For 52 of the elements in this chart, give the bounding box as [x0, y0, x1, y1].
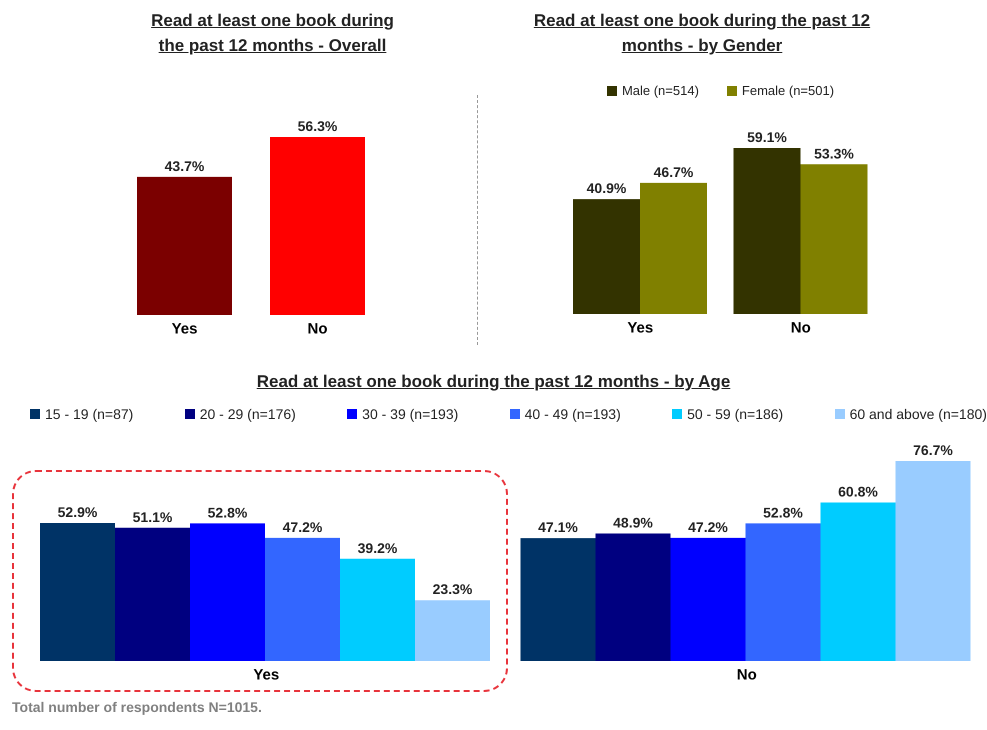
legend-label: Female (n=501): [742, 83, 834, 98]
chart-title: Read at least one book during the past 12 months - Overall: [150, 10, 395, 57]
data-label: 39.2%: [358, 540, 398, 556]
bar: [596, 533, 670, 661]
data-label: 43.7%: [164, 158, 205, 174]
data-label: 48.9%: [613, 514, 654, 530]
data-label: 47.2%: [282, 518, 323, 535]
bar: [415, 600, 490, 661]
legend-label: 60 and above (n=180): [850, 406, 987, 422]
legend-label: Male (n=514): [622, 83, 699, 98]
bar: [734, 148, 800, 314]
data-label: 52.8%: [763, 504, 804, 520]
legend-label: 20 - 29 (n=176): [200, 406, 296, 422]
bar: [115, 528, 190, 661]
x-tick-label: Yes: [627, 320, 654, 337]
x-tick-label: Yes: [253, 666, 280, 684]
data-label: 53.3%: [814, 145, 854, 162]
bar: [896, 461, 970, 661]
bar: [40, 523, 115, 661]
x-tick-label: No: [308, 320, 328, 338]
x-tick-label: No: [790, 320, 811, 337]
data-label: 46.7%: [654, 164, 694, 180]
bar: [190, 523, 265, 661]
data-label: 40.9%: [586, 180, 627, 196]
chart-title: Read at least one book during the past 12 months - by Age: [256, 371, 732, 393]
legend-label: 50 - 59 (n=186): [687, 406, 784, 422]
x-tick-label: No: [736, 666, 757, 684]
data-label: 51.1%: [132, 508, 173, 525]
bar: [640, 182, 707, 314]
data-label: 47.2%: [688, 518, 728, 535]
bar: [800, 164, 868, 314]
bar: [573, 199, 640, 314]
data-label: 56.3%: [298, 118, 338, 134]
data-label: 60.8%: [838, 483, 878, 500]
x-tick-label: Yes: [172, 320, 198, 338]
data-label: 47.1%: [538, 519, 578, 536]
data-label: 52.8%: [208, 504, 248, 520]
data-label: 23.3%: [432, 581, 473, 598]
data-label: 76.7%: [913, 442, 954, 458]
chart-title: Read at least one book during the past 12 months - by Gender: [532, 10, 872, 57]
text: Total number of respondents N=1015.: [12, 699, 262, 715]
bar: [746, 523, 820, 661]
data-label: 59.1%: [747, 129, 788, 145]
legend-label: 15 - 19 (n=87): [45, 406, 134, 422]
bar: [670, 538, 746, 661]
bar: [340, 558, 415, 661]
bar: [820, 502, 896, 661]
data-label: 52.9%: [58, 504, 98, 520]
legend-label: 30 - 39 (n=193): [362, 406, 458, 422]
legend-label: 40 - 49 (n=193): [524, 406, 621, 422]
bar: [265, 538, 340, 661]
bar: [520, 538, 596, 661]
